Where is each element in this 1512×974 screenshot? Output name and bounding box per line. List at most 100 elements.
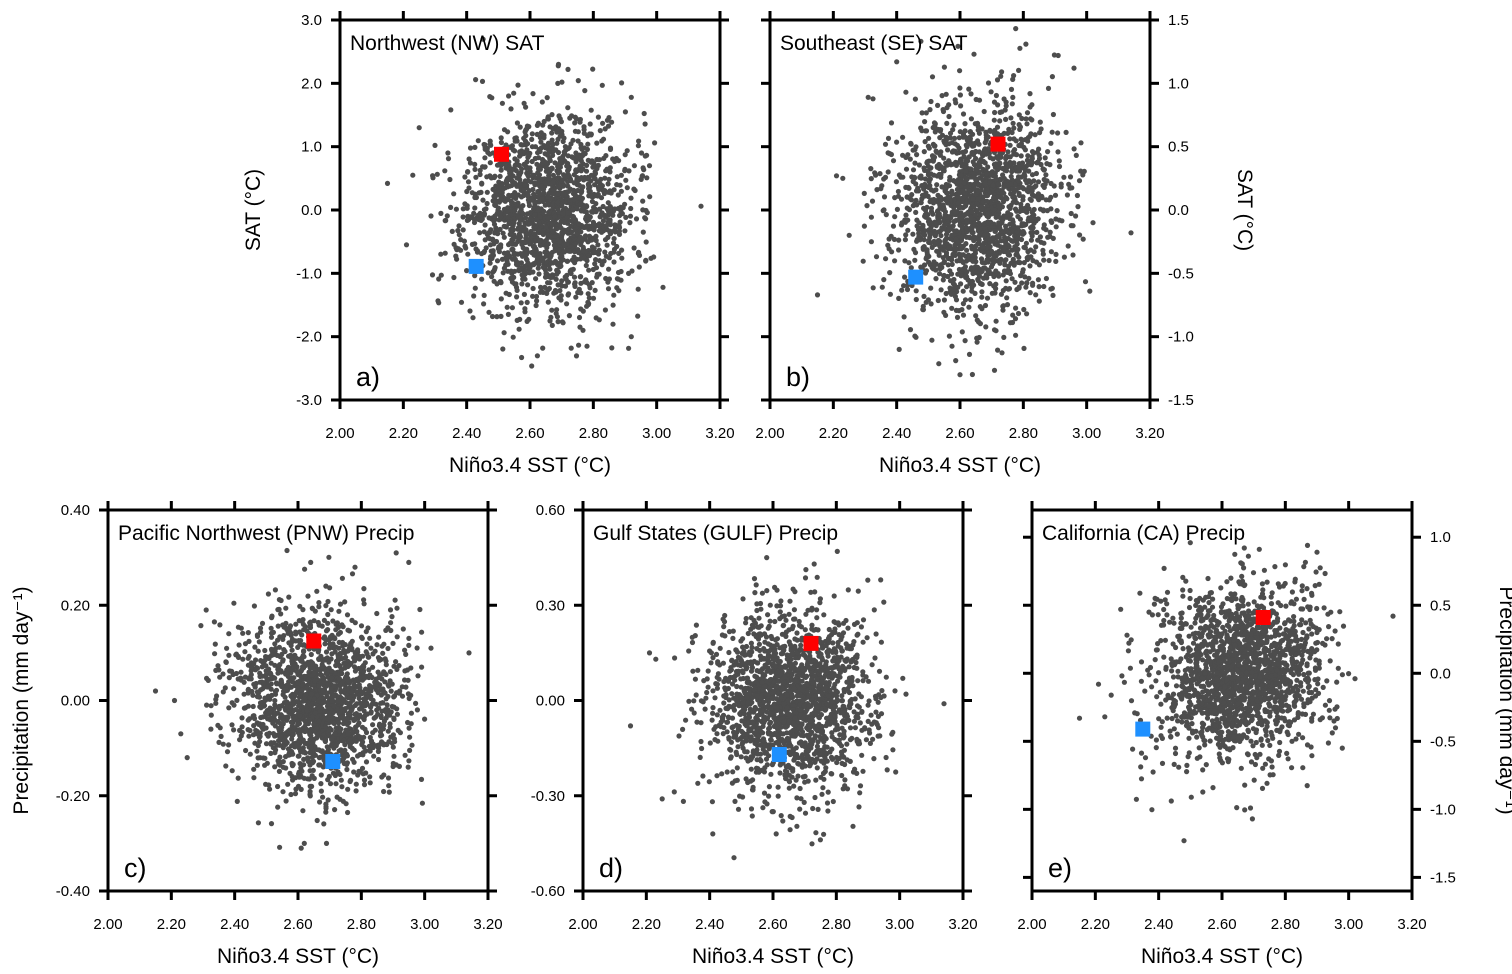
data-point [966,252,972,258]
data-point [218,733,224,740]
data-point [983,129,989,135]
data-point [1010,194,1016,200]
data-point [268,625,274,631]
scatter-points [384,36,704,369]
data-point [1011,148,1017,154]
data-point [552,248,558,254]
data-point [1042,155,1048,161]
data-point [1068,210,1074,217]
data-point [270,720,276,726]
y-tick-label: 0.0 [1168,202,1189,219]
data-point [555,136,561,142]
data-point [1000,172,1006,178]
data-point [1073,152,1079,158]
data-point [617,219,623,225]
data-point [484,189,490,195]
data-point [337,601,344,607]
data-point [972,121,978,127]
data-point [983,324,989,330]
data-point [575,247,581,253]
data-point [501,330,507,336]
data-point [1017,260,1023,266]
data-point [947,268,953,274]
data-point [537,289,544,295]
data-point [473,77,479,83]
data-point [585,239,591,245]
data-point [252,644,258,650]
data-point [602,237,609,243]
data-point [529,144,536,150]
data-point [958,243,964,250]
data-point [1022,207,1028,213]
data-point [494,230,500,236]
data-point [939,184,945,190]
data-point [358,623,365,629]
data-point [552,213,558,220]
data-point [1004,302,1011,308]
data-point [992,109,998,116]
data-point [366,743,372,749]
data-point [545,194,551,200]
data-point [939,93,945,99]
data-point [413,700,419,707]
data-point [970,265,977,271]
data-point [925,163,931,169]
data-point [240,656,246,662]
data-point [888,151,895,158]
data-point [934,173,940,179]
data-point [1061,174,1067,180]
data-point [935,102,941,108]
data-point [903,154,909,160]
data-point [204,702,210,708]
data-point [543,160,549,166]
data-point [235,775,241,781]
data-point [991,273,997,280]
data-point [246,638,252,645]
data-point [626,345,632,351]
data-point [525,197,532,203]
data-point [522,306,528,312]
data-point [297,692,303,698]
data-point [1048,206,1054,212]
data-point [583,209,590,215]
data-point [1004,249,1011,255]
data-point [296,753,302,759]
data-point [484,145,490,152]
data-point [892,214,898,220]
data-point [453,206,459,212]
data-point [1031,206,1037,213]
data-point [361,782,368,788]
data-point [566,226,572,232]
data-point [902,258,908,264]
data-point [561,149,567,155]
data-point [345,786,351,792]
data-point [916,220,922,226]
data-point [575,177,581,184]
data-point [524,318,530,324]
data-point [504,250,510,256]
data-point [957,179,963,185]
data-point [936,229,942,235]
data-point [1051,52,1057,58]
data-point [445,156,452,162]
data-point [571,180,577,186]
data-point [1075,204,1081,210]
data-point [405,719,411,726]
data-point [953,228,960,234]
x-tick-label: 3.00 [1072,425,1101,442]
data-point [575,289,581,296]
data-point [605,181,611,187]
y-tick-label: -0.5 [1168,265,1194,282]
data-point [402,752,408,758]
data-point [574,256,580,262]
data-point [517,124,523,130]
data-point [352,717,358,723]
data-point [869,198,876,204]
data-point [964,184,970,190]
data-point [608,190,614,196]
data-point [562,283,569,289]
data-point [273,710,279,717]
data-point [888,120,895,126]
data-point-outlier [698,203,704,209]
data-point [622,168,628,174]
